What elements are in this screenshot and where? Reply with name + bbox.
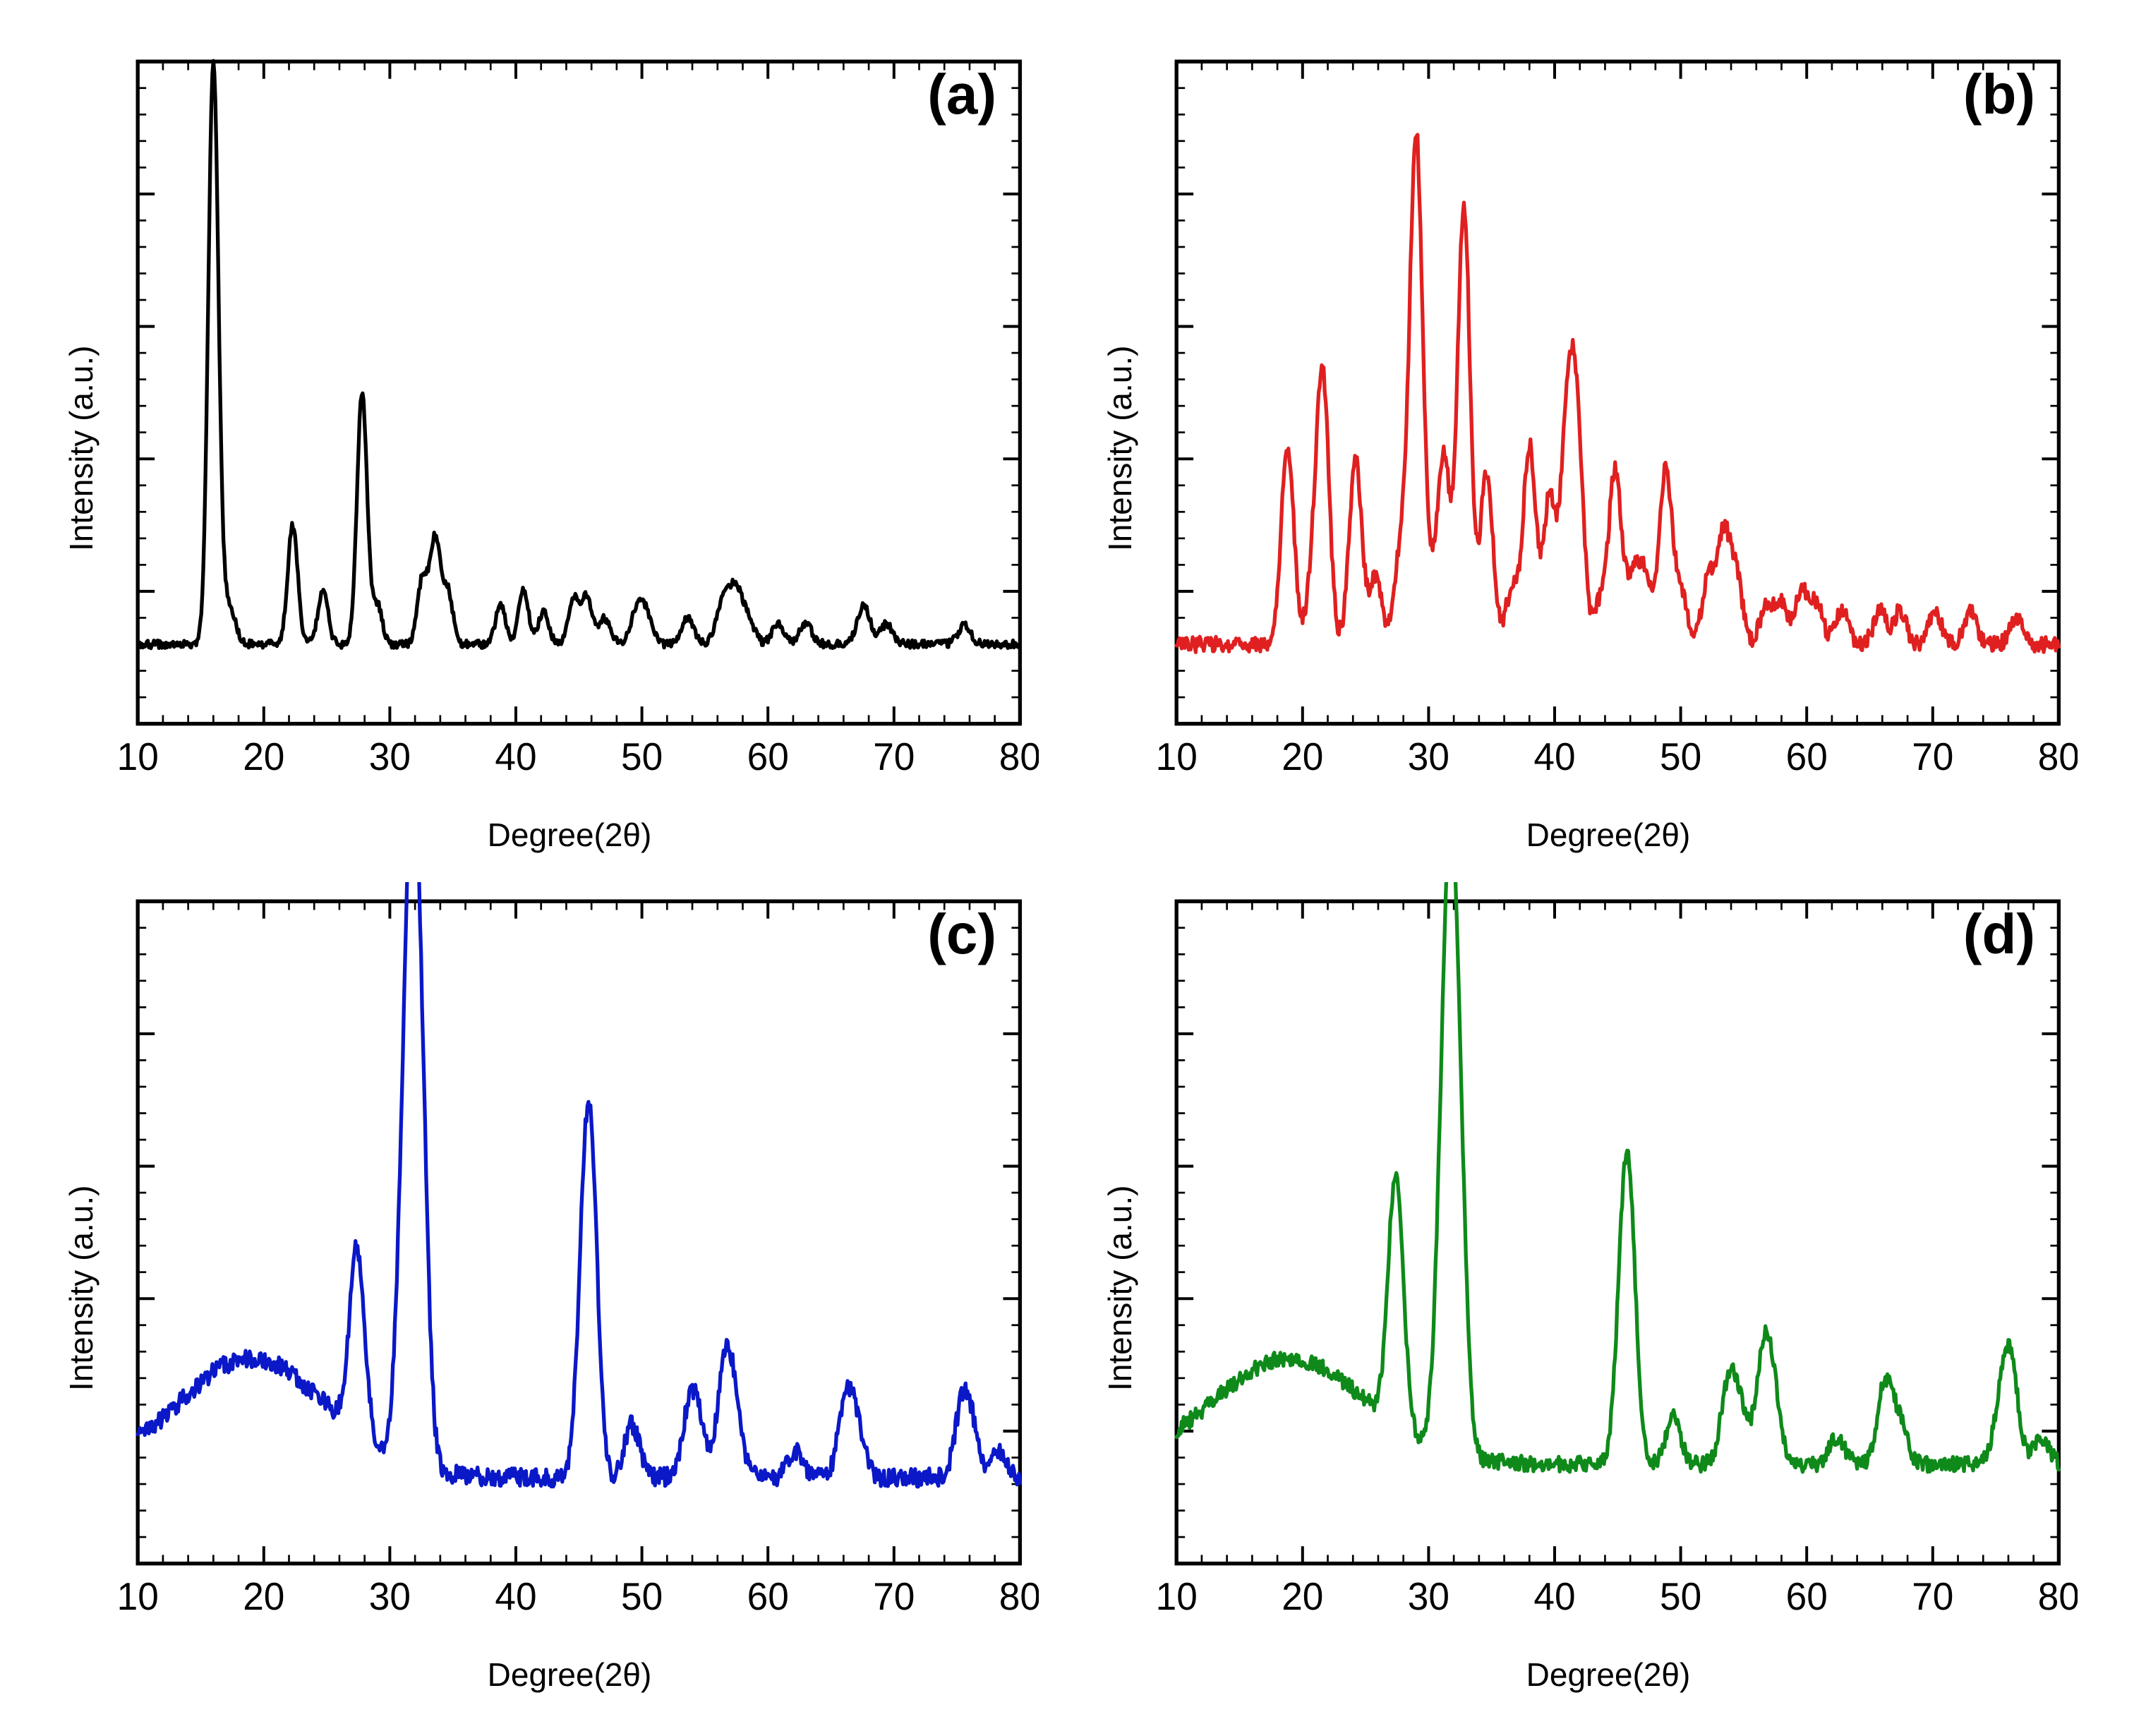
svg-text:50: 50	[621, 1575, 663, 1618]
panel-a-xlabel: Degree(2θ)	[100, 810, 1039, 854]
svg-text:20: 20	[243, 1575, 284, 1618]
svg-text:70: 70	[873, 735, 915, 778]
svg-text:40: 40	[1533, 735, 1575, 778]
svg-text:40: 40	[495, 735, 536, 778]
svg-text:70: 70	[873, 1575, 915, 1618]
svg-text:70: 70	[1912, 735, 1953, 778]
svg-text:40: 40	[1533, 1575, 1575, 1618]
svg-text:80: 80	[2038, 735, 2078, 778]
svg-text:30: 30	[1408, 1575, 1449, 1618]
svg-text:60: 60	[1786, 735, 1828, 778]
panel-a-svg: 10 20 30 40 50 60 70 80	[100, 42, 1039, 810]
svg-text:80: 80	[2038, 1575, 2078, 1618]
svg-text:80: 80	[999, 1575, 1039, 1618]
panel-c-svg: 10 20 30 40 50 60 70 80	[100, 882, 1039, 1650]
panel-a-plotbox: 1020304050607080 (a)	[100, 42, 1039, 810]
svg-text:50: 50	[1660, 1575, 1701, 1618]
panel-d: Intensity (a.u.) 1020304050607080 (d) De…	[1095, 882, 2078, 1694]
svg-text:20: 20	[1282, 1575, 1323, 1618]
panel-b-svg: 10 20 30 40 50 60 70 80	[1139, 42, 2078, 810]
svg-text:30: 30	[1408, 735, 1449, 778]
svg-text:20: 20	[243, 735, 284, 778]
panel-d-svg: 10 20 30 40 50 60 70 80	[1139, 882, 2078, 1650]
svg-text:60: 60	[1786, 1575, 1828, 1618]
panel-b-plotbox: 1020304050607080 (b)	[1139, 42, 2078, 810]
svg-text:10: 10	[1156, 1575, 1198, 1618]
svg-text:50: 50	[621, 735, 663, 778]
svg-text:40: 40	[495, 1575, 536, 1618]
panel-d-ylabel: Intensity (a.u.)	[1095, 882, 1139, 1694]
svg-text:20: 20	[1282, 735, 1323, 778]
panel-a: Intensity (a.u.) 1020304050607080 (a) De…	[56, 42, 1039, 854]
svg-text:80: 80	[999, 735, 1039, 778]
panel-d-plotbox: 1020304050607080 (d)	[1139, 882, 2078, 1650]
svg-text:70: 70	[1912, 1575, 1953, 1618]
panel-b-ylabel: Intensity (a.u.)	[1095, 42, 1139, 854]
panel-c-ylabel: Intensity (a.u.)	[56, 882, 100, 1694]
panel-b-xlabel: Degree(2θ)	[1139, 810, 2078, 854]
svg-text:60: 60	[747, 1575, 789, 1618]
svg-text:60: 60	[747, 735, 789, 778]
svg-text:30: 30	[369, 735, 411, 778]
panel-b-stack: 1020304050607080 (b) Degree(2θ)	[1139, 42, 2078, 854]
svg-text:10: 10	[117, 735, 159, 778]
panel-d-stack: 1020304050607080 (d) Degree(2θ)	[1139, 882, 2078, 1694]
panel-a-ylabel: Intensity (a.u.)	[56, 42, 100, 854]
svg-text:30: 30	[369, 1575, 411, 1618]
panel-c-plotbox: 1020304050607080 (c)	[100, 882, 1039, 1650]
panel-c: Intensity (a.u.) 1020304050607080 (c) De…	[56, 882, 1039, 1694]
panel-b: Intensity (a.u.) 1020304050607080 (b) De…	[1095, 42, 2078, 854]
panel-c-stack: 1020304050607080 (c) Degree(2θ)	[100, 882, 1039, 1694]
panel-a-stack: 1020304050607080 (a) Degree(2θ)	[100, 42, 1039, 854]
panel-c-xlabel: Degree(2θ)	[100, 1650, 1039, 1694]
svg-text:10: 10	[117, 1575, 159, 1618]
xrd-figure: Intensity (a.u.) 1020304050607080 (a) De…	[0, 0, 2134, 1736]
panel-d-xlabel: Degree(2θ)	[1139, 1650, 2078, 1694]
svg-text:10: 10	[1156, 735, 1198, 778]
svg-text:50: 50	[1660, 735, 1701, 778]
